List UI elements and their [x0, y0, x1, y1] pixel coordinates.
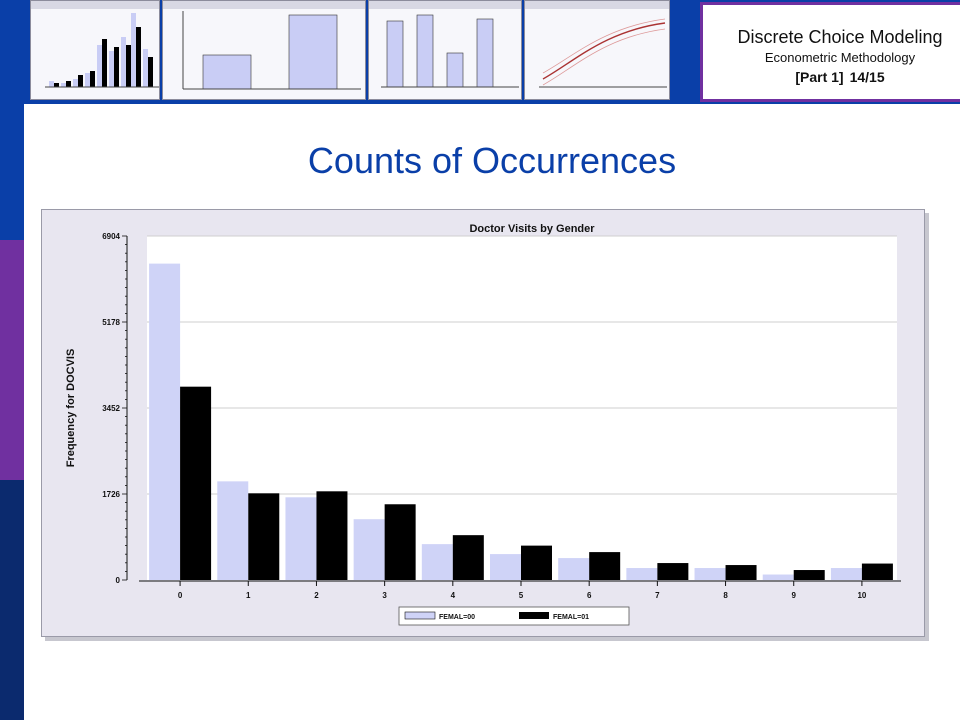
x-tick-label: 1 [246, 591, 251, 600]
bar-femal-01-3 [384, 504, 416, 580]
bar-femal-01-6 [589, 552, 621, 580]
bar-femal-01-7 [657, 563, 689, 580]
x-tick-label: 7 [655, 591, 660, 600]
thumbnail-histogram [30, 0, 160, 100]
x-tick-label: 9 [792, 591, 797, 600]
x-tick-label: 2 [314, 591, 319, 600]
bar-femal-00-10 [830, 568, 862, 580]
x-tick-label: 6 [587, 591, 592, 600]
course-title-box: Discrete Choice Modeling Econometric Met… [700, 2, 960, 102]
y-tick-label: 1726 [102, 490, 120, 499]
bar-femal-00-0 [149, 263, 181, 580]
course-part-label: [Part 1] 14/15 [703, 69, 960, 85]
bar-femal-00-6 [558, 558, 590, 580]
bar-femal-00-5 [490, 554, 521, 580]
legend-label-femal-00: FEMAL=00 [439, 614, 475, 621]
x-tick-label: 10 [857, 591, 866, 600]
bar-femal-01-0 [180, 386, 212, 580]
y-axis-label: Frequency for DOCVIS [65, 349, 77, 468]
part-label: [Part 1] [795, 69, 844, 85]
legend-swatch-femal-01 [519, 612, 549, 619]
course-title: Discrete Choice Modeling [737, 27, 943, 47]
bar-femal-01-8 [725, 565, 757, 580]
course-subtitle: Econometric Methodology [764, 50, 916, 65]
bar-femal-01-9 [793, 570, 825, 580]
x-tick-label: 5 [519, 591, 524, 600]
y-tick-label: 5178 [102, 318, 120, 327]
bar-femal-00-8 [694, 568, 726, 580]
bar-femal-00-4 [421, 544, 453, 580]
x-tick-label: 8 [723, 591, 728, 600]
page-number: 14/15 [849, 69, 885, 85]
x-tick-label: 0 [178, 591, 183, 600]
y-tick-label: 6904 [102, 232, 120, 241]
bar-femal-00-3 [353, 519, 385, 580]
bar-femal-01-5 [521, 545, 552, 580]
slide-title: Counts of Occurrences [307, 140, 677, 181]
thumbnail-line-plot [524, 0, 670, 100]
bar-femal-00-1 [217, 481, 249, 580]
bar-femal-00-2 [285, 497, 317, 580]
y-tick-label: 3452 [102, 404, 120, 413]
bar-femal-00-9 [762, 574, 794, 580]
side-stripe-blue [0, 0, 24, 240]
legend-label-femal-01: FEMAL=01 [553, 614, 589, 621]
thumbnail-bar-two [162, 0, 366, 100]
y-tick-label: 0 [116, 576, 121, 585]
x-tick-label: 3 [382, 591, 387, 600]
legend-swatch-femal-00 [404, 611, 436, 620]
thumbnail-bar-four [368, 0, 522, 100]
bar-femal-00-7 [626, 568, 658, 580]
bar-femal-01-1 [248, 493, 280, 580]
legend-box [398, 606, 630, 626]
bar-femal-01-2 [316, 491, 348, 580]
side-stripe-navy [0, 480, 24, 720]
x-tick-label: 4 [451, 591, 456, 600]
bar-femal-01-10 [861, 563, 893, 580]
chart-frame: Doctor Visits by Gender Frequency for DOC… [41, 209, 925, 637]
chart-title: Doctor Visits by Gender [469, 223, 595, 235]
doctor-visits-chart: Doctor Visits by Gender Frequency for DOC… [65, 223, 901, 626]
header-band: Discrete Choice Modeling Econometric Met… [24, 0, 960, 104]
side-stripe-purple [0, 240, 24, 480]
bar-femal-01-4 [452, 535, 484, 580]
